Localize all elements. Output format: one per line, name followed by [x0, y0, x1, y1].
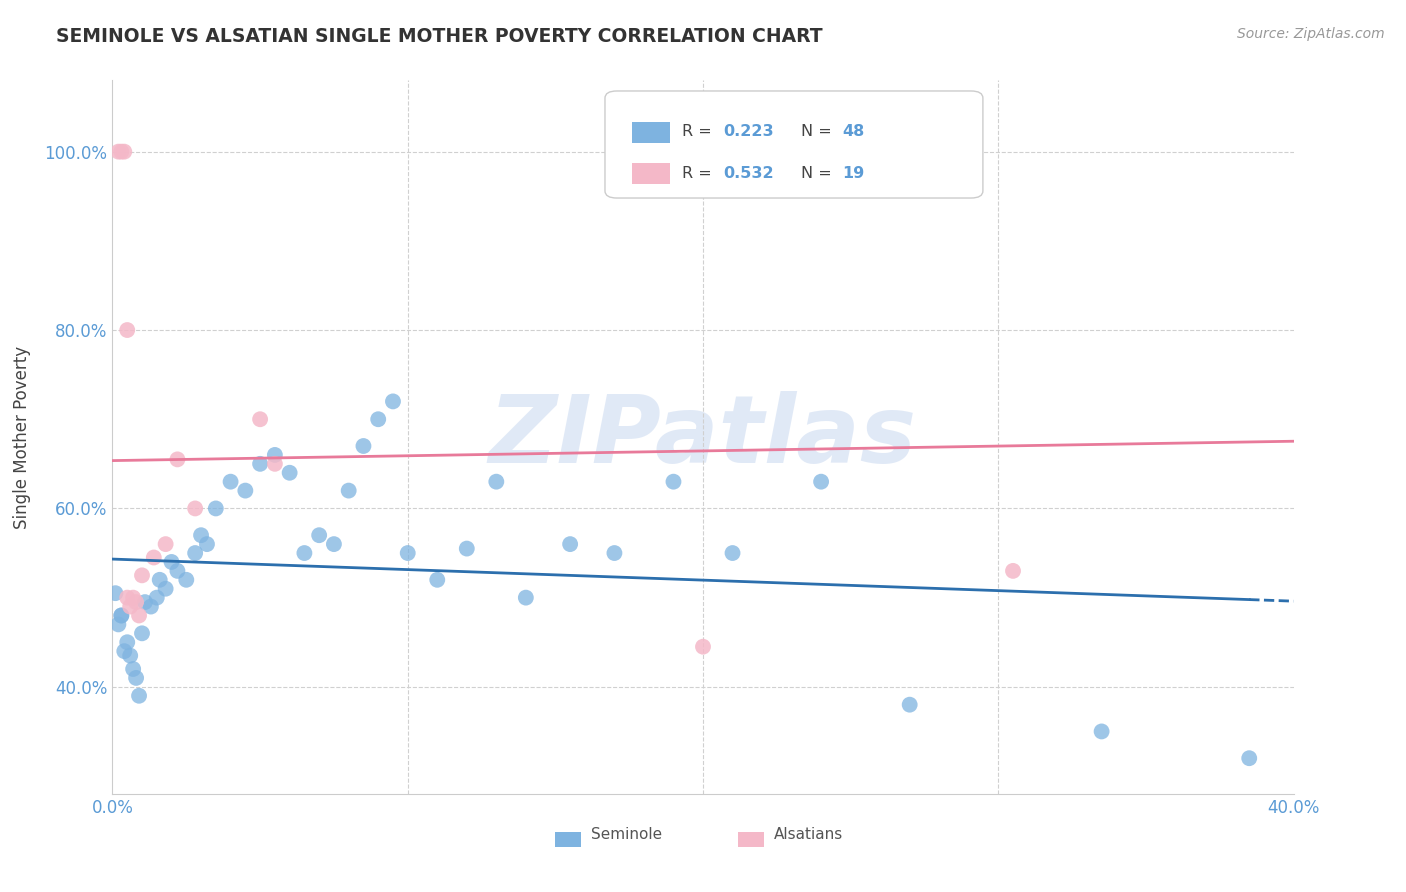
- FancyBboxPatch shape: [605, 91, 983, 198]
- Point: [692, 640, 714, 654]
- Point: [323, 537, 346, 551]
- Point: [134, 595, 156, 609]
- Bar: [738, 831, 765, 847]
- Point: [195, 537, 218, 551]
- Point: [155, 582, 177, 596]
- Point: [1001, 564, 1024, 578]
- Point: [104, 586, 127, 600]
- Point: [110, 608, 132, 623]
- Point: [184, 501, 207, 516]
- Point: [249, 412, 271, 426]
- Point: [184, 546, 207, 560]
- Point: [337, 483, 360, 498]
- Point: [117, 635, 138, 649]
- Bar: [555, 831, 581, 847]
- Point: [308, 528, 330, 542]
- Point: [233, 483, 256, 498]
- Point: [558, 537, 582, 551]
- Point: [120, 599, 142, 614]
- Point: [107, 145, 129, 159]
- Point: [382, 394, 405, 409]
- Point: [110, 145, 132, 159]
- Point: [174, 573, 197, 587]
- Point: [1091, 724, 1114, 739]
- Text: ZIPatlas: ZIPatlas: [489, 391, 917, 483]
- Point: [139, 599, 162, 614]
- Point: [1239, 751, 1261, 765]
- Point: [810, 475, 832, 489]
- Point: [107, 617, 129, 632]
- Point: [367, 412, 389, 426]
- Point: [249, 457, 271, 471]
- Point: [292, 546, 315, 560]
- Point: [112, 145, 135, 159]
- Point: [131, 626, 153, 640]
- Point: [128, 608, 150, 623]
- Point: [146, 591, 169, 605]
- Point: [721, 546, 744, 560]
- Point: [117, 323, 138, 337]
- Point: [117, 591, 138, 605]
- Text: N =: N =: [801, 166, 837, 180]
- Point: [110, 608, 132, 623]
- Text: N =: N =: [801, 124, 837, 139]
- Point: [264, 448, 287, 462]
- Point: [160, 555, 183, 569]
- Point: [396, 546, 419, 560]
- Point: [603, 546, 626, 560]
- Point: [485, 475, 508, 489]
- Point: [278, 466, 301, 480]
- Text: 19: 19: [842, 166, 865, 180]
- Point: [122, 591, 145, 605]
- Point: [352, 439, 374, 453]
- Text: Alsatians: Alsatians: [773, 827, 844, 842]
- Text: 48: 48: [842, 124, 865, 139]
- Y-axis label: Single Mother Poverty: Single Mother Poverty: [13, 345, 31, 529]
- Point: [155, 537, 177, 551]
- Point: [149, 573, 172, 587]
- Text: R =: R =: [682, 166, 717, 180]
- Point: [515, 591, 537, 605]
- Point: [131, 568, 153, 582]
- Point: [456, 541, 478, 556]
- Point: [125, 595, 148, 609]
- Point: [122, 662, 145, 676]
- Point: [166, 452, 188, 467]
- Point: [125, 671, 148, 685]
- Point: [898, 698, 921, 712]
- Point: [166, 564, 188, 578]
- Point: [112, 644, 135, 658]
- Point: [120, 648, 142, 663]
- Text: 0.532: 0.532: [723, 166, 773, 180]
- Point: [205, 501, 228, 516]
- Text: SEMINOLE VS ALSATIAN SINGLE MOTHER POVERTY CORRELATION CHART: SEMINOLE VS ALSATIAN SINGLE MOTHER POVER…: [56, 27, 823, 45]
- Text: Source: ZipAtlas.com: Source: ZipAtlas.com: [1237, 27, 1385, 41]
- Text: 0.223: 0.223: [723, 124, 773, 139]
- Point: [426, 573, 449, 587]
- Point: [128, 689, 150, 703]
- Bar: [633, 163, 669, 185]
- Point: [219, 475, 242, 489]
- Text: R =: R =: [682, 124, 717, 139]
- Point: [928, 145, 950, 159]
- Text: Seminole: Seminole: [591, 827, 662, 842]
- Point: [190, 528, 212, 542]
- Point: [264, 457, 287, 471]
- Bar: [633, 121, 669, 143]
- Point: [142, 550, 165, 565]
- Point: [662, 475, 685, 489]
